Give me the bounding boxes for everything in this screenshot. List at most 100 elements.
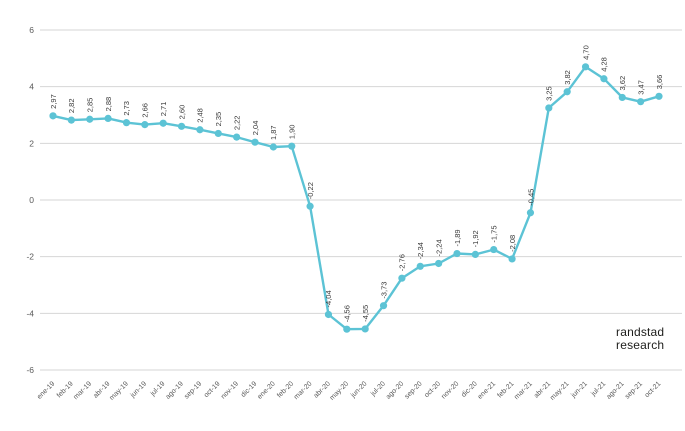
data-point-label: 3,62 <box>618 76 627 91</box>
data-point-marker <box>49 112 57 120</box>
data-point-marker <box>471 250 479 258</box>
x-axis-tick-label: mar-21 <box>513 380 534 401</box>
data-point-marker <box>269 143 277 151</box>
data-point-marker <box>361 325 369 333</box>
data-point-label: -1,75 <box>490 225 499 242</box>
data-point-marker <box>343 325 351 333</box>
data-point-label: 2,88 <box>104 97 113 112</box>
randstad-research-logo: randstad research <box>616 326 664 352</box>
x-axis-tick-label: may-20 <box>329 380 351 402</box>
x-axis-tick-label: mar-20 <box>293 380 314 401</box>
brand-line-1: randstad <box>616 325 665 339</box>
data-point-marker <box>306 202 314 210</box>
data-point-marker <box>379 302 388 310</box>
data-point-marker <box>67 116 75 124</box>
data-point-marker <box>122 119 131 127</box>
brand-line-2: research <box>616 337 665 352</box>
data-point-label: 2,73 <box>122 101 131 116</box>
data-point-label: 2,71 <box>159 102 168 117</box>
data-point-marker <box>526 209 535 217</box>
data-point-label: -1,92 <box>471 230 480 247</box>
data-point-marker <box>324 310 333 319</box>
x-axis-tick-label: mar-19 <box>73 380 94 401</box>
data-point-marker <box>508 255 516 263</box>
data-point-marker <box>600 75 608 83</box>
data-point-marker <box>86 115 94 123</box>
data-point-label: 2,35 <box>214 112 223 127</box>
data-point-label: 2,66 <box>141 103 150 118</box>
data-point-label: 2,97 <box>49 94 58 109</box>
x-axis-tick-label: sep-21 <box>624 380 644 400</box>
data-point-marker <box>453 249 461 258</box>
y-axis-tick-label: 2 <box>29 138 34 148</box>
data-point-marker <box>233 133 241 141</box>
data-point-label: -3,73 <box>379 282 388 299</box>
x-axis-tick-label: ene-20 <box>256 380 276 400</box>
data-point-marker <box>655 92 663 100</box>
data-point-label: -1,89 <box>453 229 462 246</box>
x-axis-tick-label: sep-19 <box>183 380 203 400</box>
data-point-label: 3,47 <box>636 80 645 95</box>
y-axis-tick-label: 4 <box>29 82 34 92</box>
data-point-marker <box>251 138 259 146</box>
data-point-marker <box>416 262 424 270</box>
data-point-marker <box>563 88 571 96</box>
data-point-label: -2,24 <box>434 239 443 256</box>
data-point-label: 3,25 <box>545 86 554 101</box>
x-axis-tick-label: may-21 <box>549 380 571 402</box>
data-point-marker <box>490 245 498 254</box>
x-axis-tick-label: may-19 <box>108 380 130 402</box>
x-axis-tick-label: jun-19 <box>129 380 148 399</box>
x-axis-tick-label: ago-19 <box>165 380 185 400</box>
data-point-label: -2,34 <box>416 242 425 259</box>
series-line <box>51 65 661 331</box>
data-point-marker <box>618 93 626 102</box>
data-point-label: 2,82 <box>67 98 76 113</box>
data-point-label: -0,22 <box>306 182 315 199</box>
data-point-marker <box>104 114 112 122</box>
x-axis-tick-label: jun-21 <box>570 380 589 399</box>
x-axis-tick-label: oct-21 <box>644 380 663 399</box>
x-axis-tick-label: nov-19 <box>220 380 240 400</box>
y-axis-tick-label: 6 <box>29 25 34 35</box>
data-point-label: -4,04 <box>324 290 333 307</box>
data-point-marker <box>637 98 645 106</box>
x-axis-tick-label: jun-20 <box>349 380 368 399</box>
data-point-label: 4,28 <box>600 57 609 72</box>
data-point-label: -4,55 <box>361 305 370 322</box>
data-point-marker <box>141 121 149 129</box>
x-axis-tick-label: ago-20 <box>385 380 405 400</box>
data-point-label: -0,45 <box>526 189 535 206</box>
x-axis-tick-label: oct-19 <box>203 380 222 399</box>
x-axis-tick-label: nov-20 <box>440 380 460 400</box>
y-axis-tick-label: 0 <box>29 195 34 205</box>
data-point-label: 2,48 <box>196 108 205 123</box>
data-point-label: 2,04 <box>251 121 260 136</box>
data-point-label: 1,90 <box>288 125 297 140</box>
data-point-label: 1,87 <box>269 125 278 140</box>
data-point-marker <box>214 129 222 138</box>
data-point-marker <box>581 63 590 71</box>
data-point-label: 3,82 <box>563 70 572 85</box>
data-point-marker <box>398 274 406 282</box>
data-point-marker <box>288 142 296 150</box>
data-point-marker <box>196 126 204 134</box>
data-point-label: -2,08 <box>508 235 517 252</box>
data-point-label: 2,85 <box>86 98 95 113</box>
x-axis-tick-label: ago-21 <box>605 380 625 400</box>
y-axis-tick-label: -2 <box>26 252 34 262</box>
data-point-label: 2,60 <box>177 105 186 120</box>
data-point-marker <box>545 104 553 112</box>
x-axis-tick-label: oct-20 <box>423 380 442 399</box>
data-point-label: -4,56 <box>343 305 352 322</box>
data-point-label: 3,66 <box>655 75 664 90</box>
data-point-marker <box>435 259 443 268</box>
data-point-marker <box>177 122 186 130</box>
data-point-marker <box>159 119 167 127</box>
x-axis-tick-label: sep-20 <box>404 380 424 400</box>
data-point-label: 4,70 <box>581 45 590 60</box>
y-axis-tick-label: -6 <box>26 365 34 375</box>
y-axis-tick-label: -4 <box>26 308 34 318</box>
